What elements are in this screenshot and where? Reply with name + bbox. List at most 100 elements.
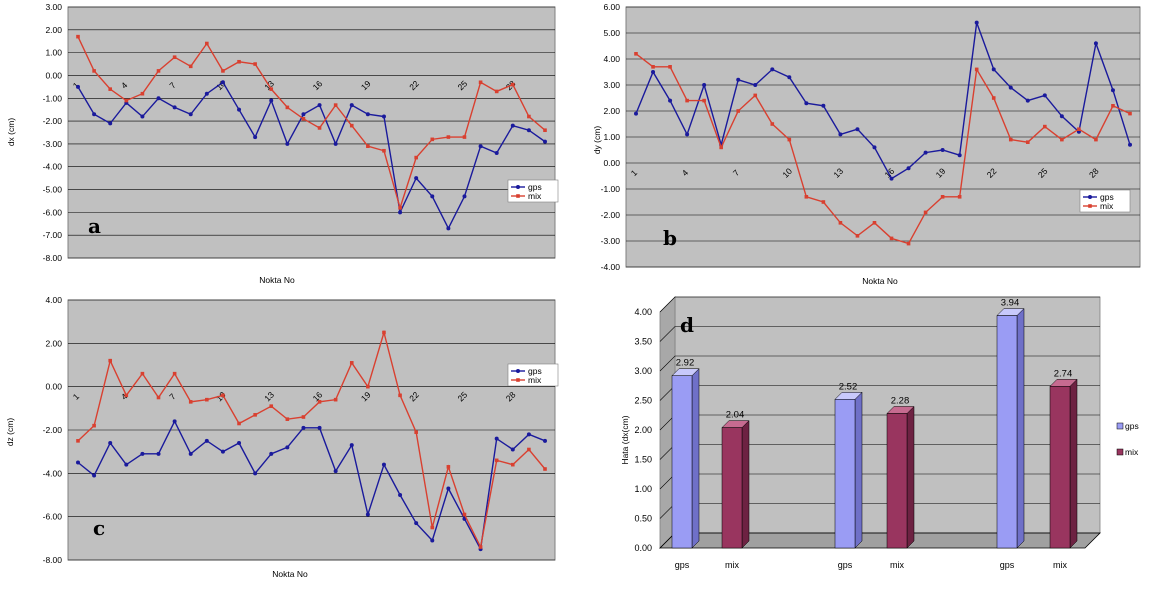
panel-letter: a bbox=[88, 214, 101, 238]
data-point-mix bbox=[494, 458, 499, 463]
data-point-gps bbox=[446, 226, 451, 231]
data-point-gps bbox=[821, 103, 826, 108]
data-point-mix bbox=[205, 41, 209, 46]
data-point-mix bbox=[366, 384, 370, 389]
x-tick-label: 7 bbox=[167, 80, 178, 91]
data-point-gps bbox=[770, 67, 775, 72]
data-point-mix bbox=[349, 123, 354, 128]
data-point-mix bbox=[753, 93, 758, 98]
data-point-gps bbox=[923, 150, 928, 155]
x-tick-label: 7 bbox=[731, 167, 742, 178]
bar-front bbox=[671, 375, 693, 549]
data-point-gps bbox=[957, 153, 962, 158]
data-point-mix bbox=[430, 137, 435, 142]
data-label: 2.28 bbox=[891, 395, 910, 406]
data-point-mix bbox=[838, 221, 843, 225]
data-label: 3.94 bbox=[1001, 298, 1020, 309]
y-tick-label: 0.50 bbox=[634, 514, 652, 524]
data-point-gps bbox=[462, 194, 467, 199]
y-tick-label: 4.00 bbox=[45, 295, 62, 305]
data-point-mix bbox=[188, 64, 193, 69]
y-tick-label: 3.50 bbox=[634, 337, 652, 347]
x-tick-label: mix bbox=[890, 560, 904, 570]
data-point-mix bbox=[872, 221, 877, 225]
data-point-mix bbox=[527, 114, 531, 119]
data-point-mix bbox=[821, 200, 826, 204]
data-point-gps bbox=[76, 460, 80, 465]
x-axis-label: Nokta No bbox=[259, 275, 295, 285]
x-tick-label: gps bbox=[675, 560, 690, 570]
bar-side bbox=[854, 391, 863, 549]
data-point-mix bbox=[1094, 137, 1098, 142]
legend-label-gps: gps bbox=[1125, 421, 1139, 431]
data-point-gps bbox=[381, 114, 386, 119]
data-point-mix bbox=[414, 155, 418, 160]
panel-letter: d bbox=[680, 313, 694, 337]
y-tick-label: 2.00 bbox=[634, 425, 652, 435]
data-point-gps bbox=[736, 77, 741, 82]
data-point-mix bbox=[702, 98, 706, 103]
data-point-mix bbox=[787, 137, 792, 142]
data-point-gps bbox=[108, 121, 113, 126]
bar-side bbox=[741, 420, 750, 549]
y-axis-label: dy (cm) bbox=[592, 126, 602, 155]
data-point-gps bbox=[172, 105, 177, 110]
data-point-mix bbox=[382, 148, 386, 153]
y-tick-label: -8.00 bbox=[43, 555, 63, 565]
y-tick-label: 0.00 bbox=[45, 382, 62, 392]
data-point-mix bbox=[719, 145, 723, 150]
y-tick-label: 3.00 bbox=[45, 2, 62, 12]
data-point-mix bbox=[462, 512, 467, 517]
data-point-mix bbox=[527, 447, 531, 452]
y-tick-label: 1.00 bbox=[634, 484, 652, 494]
data-point-gps bbox=[1008, 85, 1013, 90]
data-point-mix bbox=[494, 89, 499, 94]
x-tick-label: 1 bbox=[71, 391, 82, 402]
y-tick-label: -4.00 bbox=[43, 162, 63, 172]
data-point-mix bbox=[1025, 140, 1030, 144]
series-line-mix bbox=[77, 329, 546, 550]
data-point-mix bbox=[770, 122, 775, 126]
data-point-gps bbox=[156, 96, 161, 101]
data-point-gps bbox=[253, 135, 258, 140]
data-point-gps bbox=[301, 425, 306, 430]
data-point-mix bbox=[923, 210, 928, 215]
data-point-mix bbox=[237, 59, 241, 64]
data-point-gps bbox=[753, 83, 758, 87]
y-tick-label: 4.00 bbox=[603, 54, 620, 64]
legend-label-mix: mix bbox=[1125, 447, 1139, 457]
y-tick-label: -3.00 bbox=[43, 139, 63, 149]
panel-letter: c bbox=[93, 516, 105, 540]
data-point-gps bbox=[510, 447, 515, 452]
data-point-gps bbox=[543, 139, 547, 144]
data-point-gps bbox=[430, 538, 435, 543]
data-point-mix bbox=[285, 105, 290, 110]
data-point-mix bbox=[430, 525, 435, 530]
data-point-gps bbox=[974, 20, 979, 25]
data-point-mix bbox=[543, 467, 547, 471]
data-point-gps bbox=[526, 128, 531, 133]
data-point-gps bbox=[317, 425, 322, 430]
data-point-mix bbox=[991, 96, 996, 100]
x-tick-label: 1 bbox=[71, 80, 82, 91]
y-axis-label: dx (cm) bbox=[6, 118, 16, 147]
data-point-mix bbox=[1008, 137, 1013, 142]
legend: gps mix bbox=[1116, 421, 1139, 457]
chart-panel-c: -8.00-6.00-4.00-2.000.002.004.001 4 7 10 13 1… bbox=[5, 295, 559, 579]
data-point-gps bbox=[685, 132, 690, 137]
y-axis-label: Hata (dx(cm) bbox=[620, 415, 630, 464]
data-point-mix bbox=[1111, 104, 1115, 108]
data-point-gps bbox=[92, 473, 97, 478]
data-point-gps bbox=[889, 176, 894, 181]
data-point-gps bbox=[365, 112, 370, 117]
data-point-mix bbox=[172, 55, 177, 59]
y-tick-label: -6.00 bbox=[43, 207, 63, 217]
data-point-mix bbox=[140, 91, 145, 96]
bar-side bbox=[1069, 378, 1078, 549]
data-point-gps bbox=[702, 83, 707, 87]
data-point-mix bbox=[221, 69, 225, 73]
data-point-gps bbox=[398, 210, 403, 215]
data-point-mix bbox=[957, 195, 962, 199]
